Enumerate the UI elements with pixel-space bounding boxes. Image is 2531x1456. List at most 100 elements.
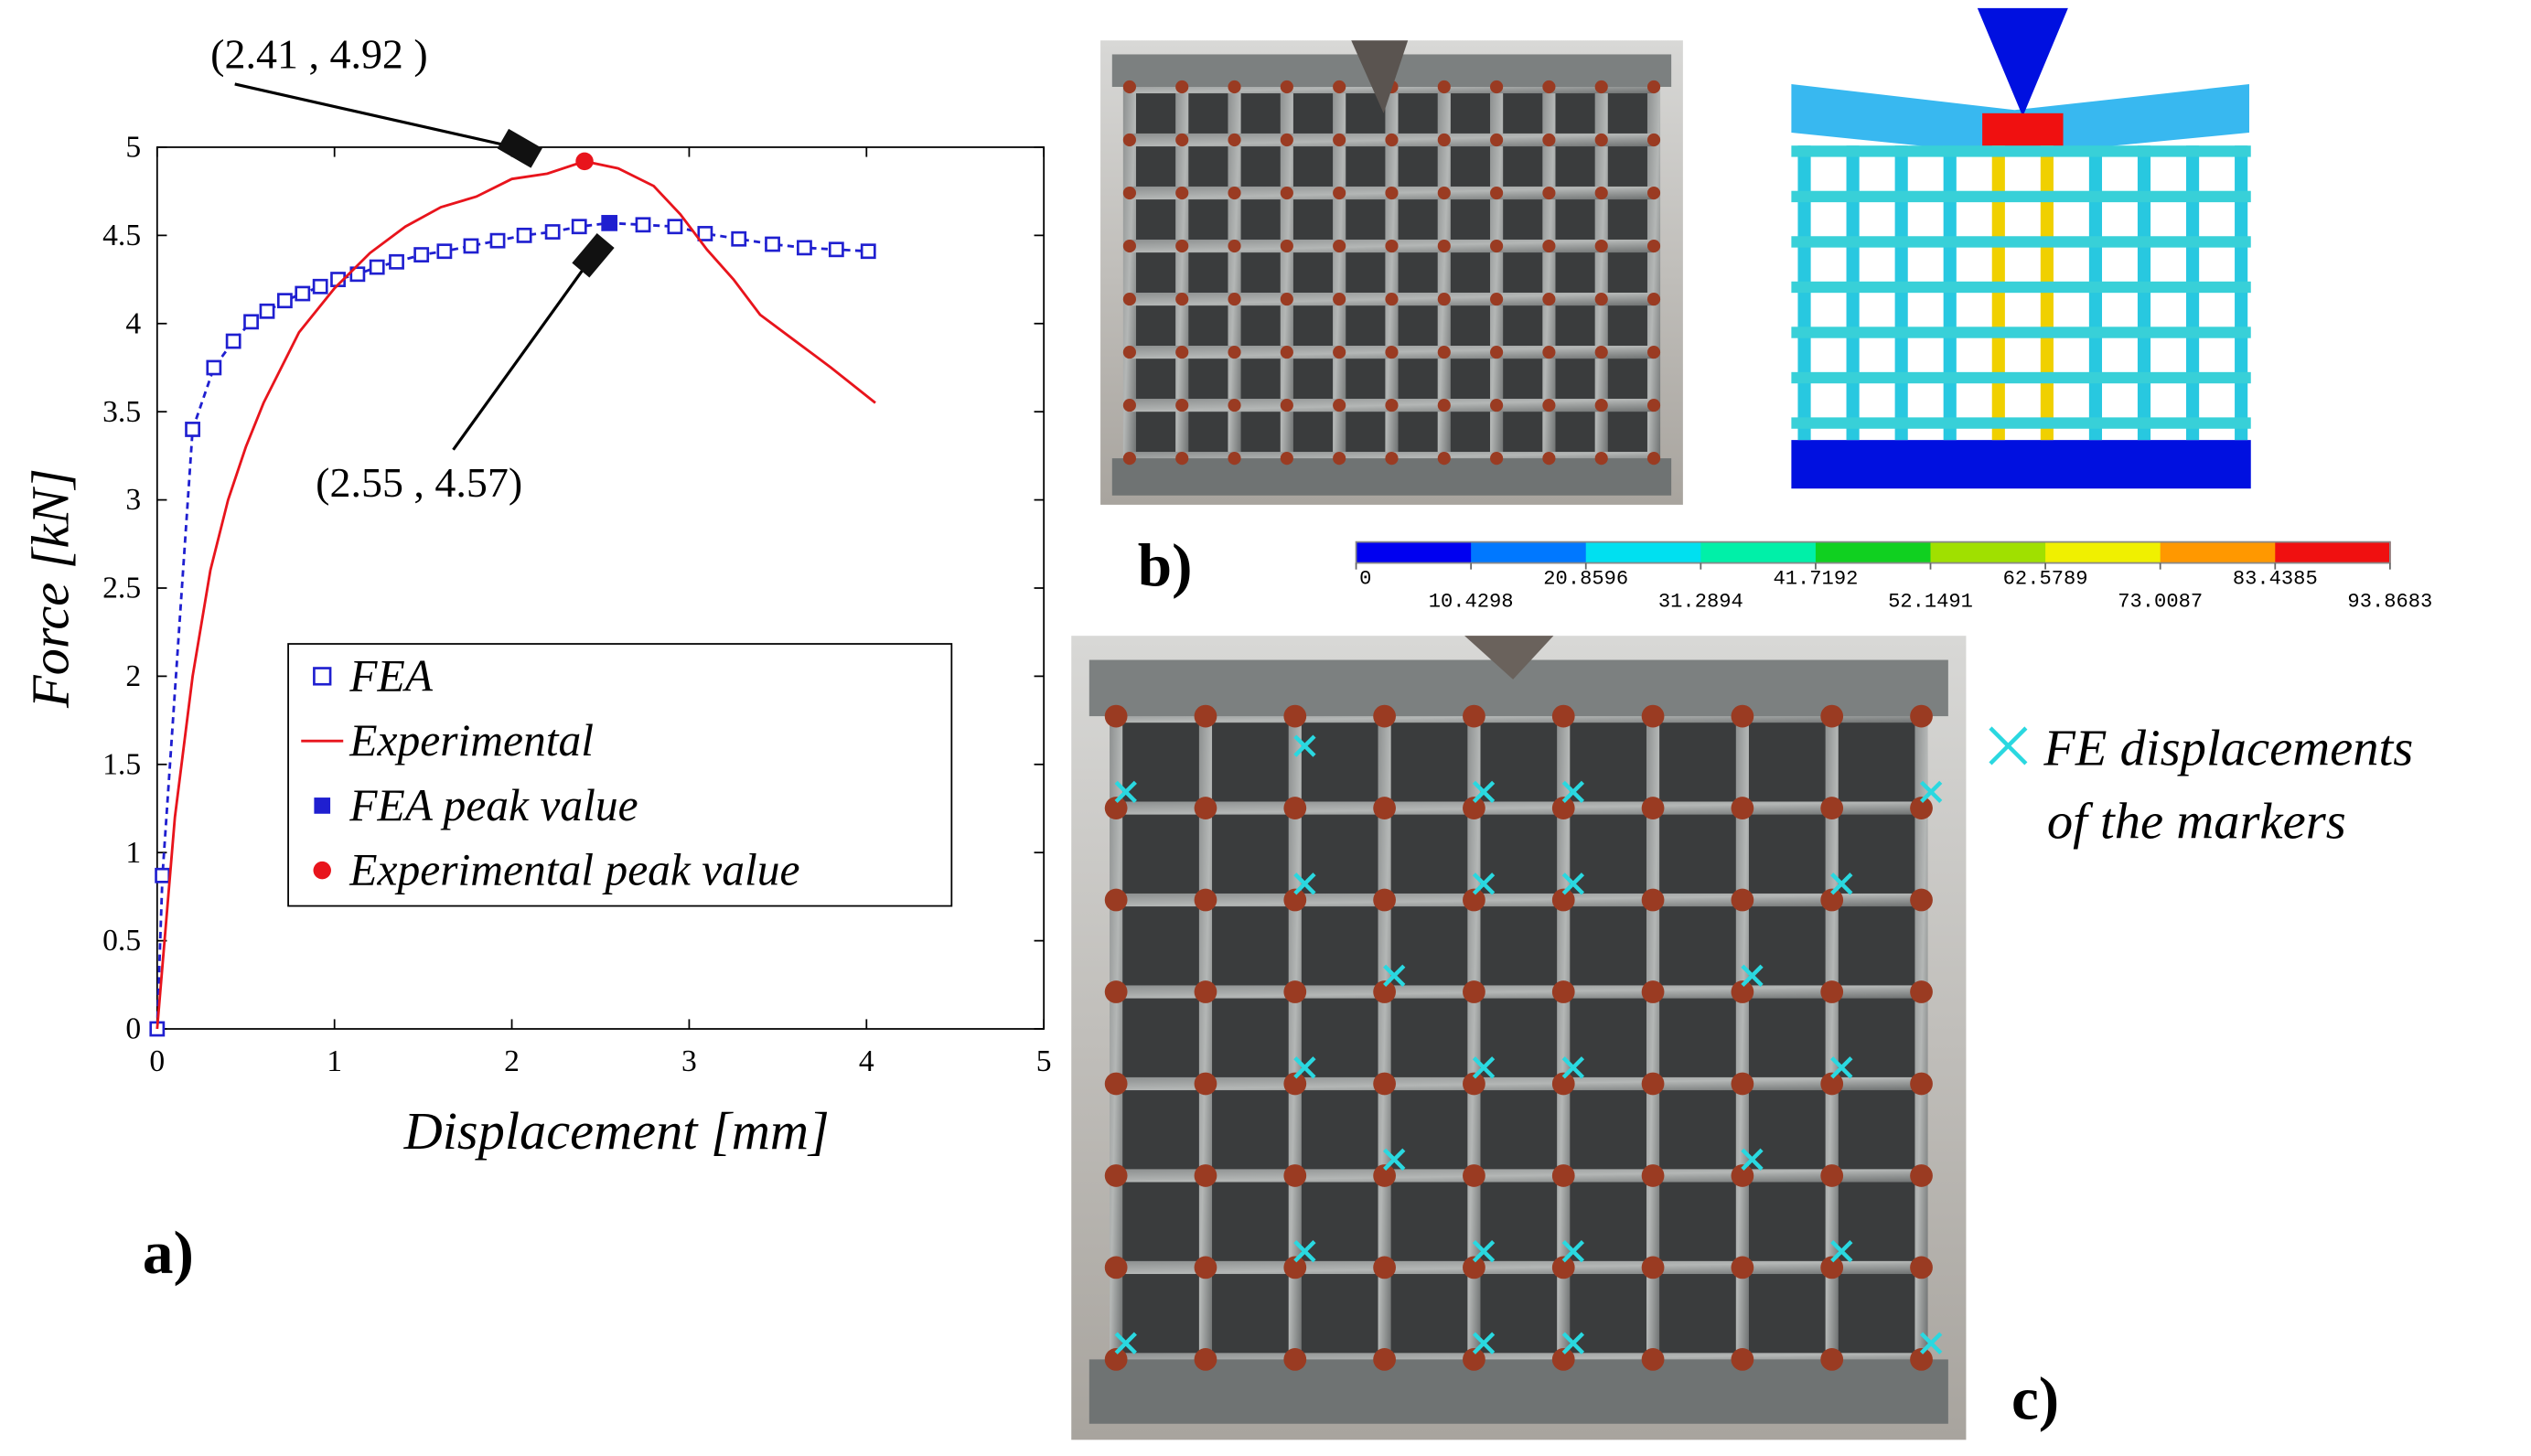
marker-dot	[1373, 1256, 1396, 1279]
marker-dot	[1646, 452, 1661, 466]
legend-label: Experimental	[349, 715, 594, 765]
fe-marker	[1919, 1332, 1943, 1354]
data-marker	[155, 867, 171, 883]
colorbar-segment	[1815, 541, 1932, 563]
marker-dot	[1437, 346, 1451, 359]
data-marker	[571, 219, 587, 235]
marker-dot	[1731, 980, 1754, 1003]
fe-marker	[1989, 726, 2028, 765]
marker-dot	[1373, 797, 1396, 819]
marker-dot	[1820, 980, 1844, 1003]
fe-strut	[1791, 236, 2251, 248]
fe-marker	[1293, 873, 1316, 895]
marker-dot	[1283, 704, 1307, 728]
data-marker	[276, 293, 293, 309]
indenter	[1351, 40, 1409, 113]
marker-dot	[1646, 239, 1661, 253]
colorbar-label: 0	[1359, 568, 1371, 591]
fe-marker	[1830, 873, 1853, 895]
marker-dot	[1490, 80, 1504, 94]
lattice-bar	[1646, 716, 1660, 1360]
lattice-bar	[1735, 716, 1749, 1360]
marker-dot	[1910, 704, 1933, 728]
marker-dot	[1104, 797, 1128, 819]
marker-dot	[1437, 133, 1451, 147]
x-tick-label: 5	[1036, 1044, 1052, 1078]
lattice-bar	[1228, 86, 1241, 459]
y-tick-label: 0.5	[102, 924, 141, 958]
marker-dot	[1641, 980, 1665, 1003]
marker-dot	[1594, 80, 1608, 94]
marker-dot	[1175, 292, 1189, 306]
fe-marker	[1919, 780, 1943, 804]
annotation: (2.55 , 4.57)	[316, 459, 522, 506]
colorbar-label: 73.0087	[2118, 590, 2203, 613]
marker-dot	[1122, 133, 1136, 147]
data-marker	[436, 243, 453, 260]
panel-label: c)	[2011, 1364, 2059, 1432]
fe-marker	[1561, 1240, 1585, 1263]
lattice-bar	[1333, 86, 1346, 459]
marker-dot	[1280, 80, 1293, 94]
marker-dot	[1910, 1256, 1933, 1279]
data-marker	[413, 247, 430, 262]
lattice-bar	[1437, 86, 1451, 459]
marker-legend: FE displacements	[2043, 721, 2413, 777]
fe-strut	[1791, 190, 2251, 203]
colorbar-segment	[1585, 541, 1702, 563]
colorbar-segment	[1356, 541, 1473, 563]
marker-dot	[1175, 399, 1189, 412]
y-tick-label: 0	[125, 1012, 141, 1046]
annotation-arrow	[234, 82, 520, 150]
y-tick-label: 3.5	[102, 395, 141, 429]
fe-marker	[1561, 780, 1585, 804]
lattice-bar	[1198, 716, 1213, 1360]
marker-dot	[1437, 186, 1451, 200]
fe-marker	[1561, 873, 1585, 895]
annotation-hand	[572, 233, 615, 278]
marker-dot	[1463, 980, 1485, 1003]
marker-dot	[1283, 1348, 1307, 1371]
x-tick-label: 2	[504, 1044, 520, 1078]
fe-marker	[1561, 1332, 1585, 1354]
lattice-bar	[1122, 86, 1136, 459]
lattice-bar	[1385, 86, 1399, 459]
chart-a: 0 1 2 3 4 5 0 0.5 1 1.5 2 2.5 3 3.5 4 4.5 5 Displacement …	[21, 30, 1052, 1161]
marker-dot	[1175, 239, 1189, 253]
marker-dot	[1551, 797, 1575, 819]
marker-dot	[1122, 292, 1136, 306]
marker-dot	[1122, 399, 1136, 412]
marker-dot	[1551, 888, 1575, 912]
fe-marker	[1741, 964, 1764, 987]
marker-dot	[1175, 186, 1189, 200]
marker-dot	[1280, 133, 1293, 147]
fe-strut	[1791, 145, 2251, 157]
y-tick-label: 4.5	[102, 219, 141, 252]
marker-dot	[1551, 1164, 1575, 1187]
marker-dot	[1122, 186, 1136, 200]
colorbar-label: 62.5789	[2003, 568, 2088, 591]
marker-dot	[1373, 1072, 1396, 1096]
marker-dot	[1820, 1256, 1844, 1279]
marker-dot	[1194, 1348, 1217, 1371]
marker-dot	[1542, 239, 1556, 253]
marker-dot	[1820, 1164, 1844, 1187]
marker-dot	[1490, 239, 1504, 253]
marker-dot	[1731, 888, 1754, 912]
legend-box	[287, 643, 953, 907]
data-marker	[185, 422, 200, 437]
fe-marker	[1561, 1056, 1585, 1079]
marker-dot	[1910, 1072, 1933, 1096]
marker-dot	[1175, 452, 1189, 466]
data-marker	[575, 152, 594, 171]
marker-dot	[1280, 452, 1293, 466]
y-axis-label: Force [kN]	[21, 468, 80, 709]
marker-dot	[1122, 239, 1136, 253]
marker-dot	[1646, 346, 1661, 359]
marker-dot	[1820, 1072, 1844, 1096]
x-tick-label: 1	[327, 1044, 342, 1078]
marker-dot	[1385, 399, 1399, 412]
marker-dot	[1333, 80, 1346, 94]
indenter	[1464, 636, 1554, 680]
lattice-bar	[1116, 1076, 1922, 1091]
